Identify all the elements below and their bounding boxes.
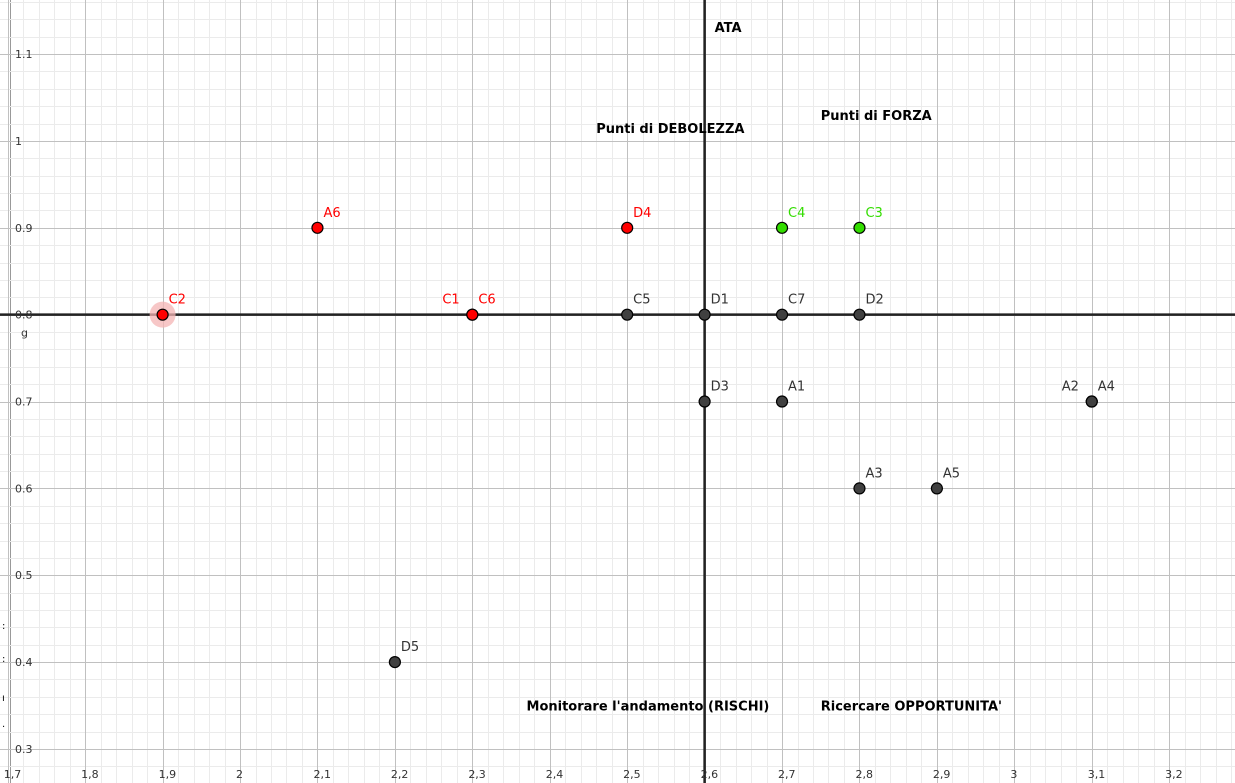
point-label-c2: C2	[169, 293, 186, 308]
region-label: Punti di FORZA	[821, 109, 932, 124]
edge-glyph: ı	[2, 693, 5, 704]
x-tick-label: 1,7	[4, 768, 22, 781]
point-c4	[775, 221, 789, 234]
edge-glyph: .	[2, 719, 5, 730]
edge-glyph: :	[2, 621, 5, 632]
point-d4	[621, 221, 634, 234]
y-tick-label: 1.1	[15, 48, 33, 61]
point-label-a2: A2	[1062, 380, 1079, 395]
x-tick-label: 3	[1010, 768, 1017, 781]
y-tick-label: 0.8	[15, 309, 33, 322]
x-tick-label: 2,8	[855, 768, 873, 781]
region-label: Punti di DEBOLEZZA	[596, 122, 744, 137]
region-label: Monitorare l'andamento (RISCHI)	[527, 700, 770, 715]
point-label-c1: C1	[442, 293, 459, 308]
data-points: C2 A6 C1 C6 D4 C4 C3 C5 D1 C7 D2 D3 A1 A2 A4 A3 A5 D5	[149, 206, 1115, 669]
x-tick-label: 1,9	[159, 768, 177, 781]
point-label-c7: C7	[788, 293, 805, 308]
x-tick-label: 2,1	[313, 768, 331, 781]
x-tick-label: 1,8	[81, 768, 99, 781]
tick-labels: 1,7 1,8 1,9 2 2,1 2,2 2,3 2,4 2,5 2,6 2,7 2,8 2,9 3 3,…	[4, 48, 1183, 781]
point-c2	[156, 308, 169, 321]
point-label-d4: D4	[633, 206, 651, 221]
x-tick-label: 2,5	[623, 768, 641, 781]
x-tick-label: 2,9	[933, 768, 951, 781]
point-label-a3: A3	[865, 466, 882, 481]
x-tick-label: 2	[236, 768, 243, 781]
region-label: Ricercare OPPORTUNITA'	[821, 700, 1002, 715]
y-tick-label: 0.5	[15, 569, 33, 582]
point-label-a4: A4	[1098, 380, 1115, 395]
point-label-d2: D2	[865, 293, 883, 308]
point-label-c4: C4	[788, 206, 805, 221]
point-a6	[311, 221, 324, 234]
point-d5	[388, 655, 401, 669]
point-label-c6: C6	[478, 293, 495, 308]
point-a5	[930, 482, 943, 495]
point-label-c3: C3	[865, 206, 882, 221]
x-tick-label: 2,4	[546, 768, 564, 781]
y-tick-label: 0.3	[15, 743, 33, 756]
y-tick-label: 0.7	[15, 396, 33, 409]
point-d1	[698, 308, 711, 321]
point-label-d5: D5	[401, 640, 419, 655]
point-label-a5: A5	[943, 466, 960, 481]
edge-glyph: :	[2, 654, 5, 665]
x-tick-label: 2,7	[778, 768, 796, 781]
point-label-a1: A1	[788, 380, 805, 395]
point-label-d1: D1	[711, 293, 729, 308]
y-tick-label: 0.4	[15, 656, 33, 669]
x-tick-label: 2,2	[391, 768, 409, 781]
point-label-a6: A6	[323, 206, 340, 221]
horizontal-line-label: g	[21, 327, 28, 340]
point-c7	[775, 308, 789, 321]
point-a3	[853, 482, 866, 495]
x-tick-label: 2,6	[701, 768, 719, 781]
point-c6	[466, 308, 479, 321]
edge-glyphs: ::ı.	[2, 621, 5, 730]
point-c3	[853, 221, 866, 234]
point-label-c5: C5	[633, 293, 650, 308]
x-tick-label: 2,3	[468, 768, 486, 781]
region-labels: Punti di DEBOLEZZA Punti di FORZA Monitora…	[527, 109, 1002, 715]
point-a4	[1085, 395, 1098, 408]
point-a1	[775, 395, 789, 408]
vertical-line-label: ATA	[715, 21, 742, 36]
point-label-d3: D3	[711, 380, 729, 395]
point-d2	[853, 308, 866, 321]
point-d3	[698, 395, 711, 408]
y-tick-label: 1	[15, 135, 22, 148]
y-tick-label: 0.9	[15, 222, 33, 235]
point-c5	[621, 308, 634, 321]
x-tick-label: 3,2	[1165, 768, 1183, 781]
y-tick-label: 0.6	[15, 482, 33, 495]
x-tick-label: 3,1	[1088, 768, 1106, 781]
